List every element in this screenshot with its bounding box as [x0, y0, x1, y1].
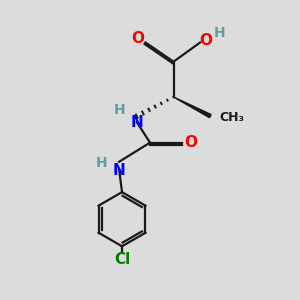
Text: N: N: [113, 163, 125, 178]
Text: H: H: [96, 156, 107, 170]
Text: O: O: [200, 33, 212, 48]
Text: CH₃: CH₃: [219, 111, 244, 124]
Text: O: O: [185, 135, 198, 150]
Text: O: O: [132, 32, 145, 46]
Polygon shape: [174, 97, 211, 118]
Text: Cl: Cl: [114, 252, 130, 267]
Text: H: H: [113, 103, 125, 117]
Text: N: N: [130, 115, 143, 130]
Text: H: H: [213, 26, 225, 40]
